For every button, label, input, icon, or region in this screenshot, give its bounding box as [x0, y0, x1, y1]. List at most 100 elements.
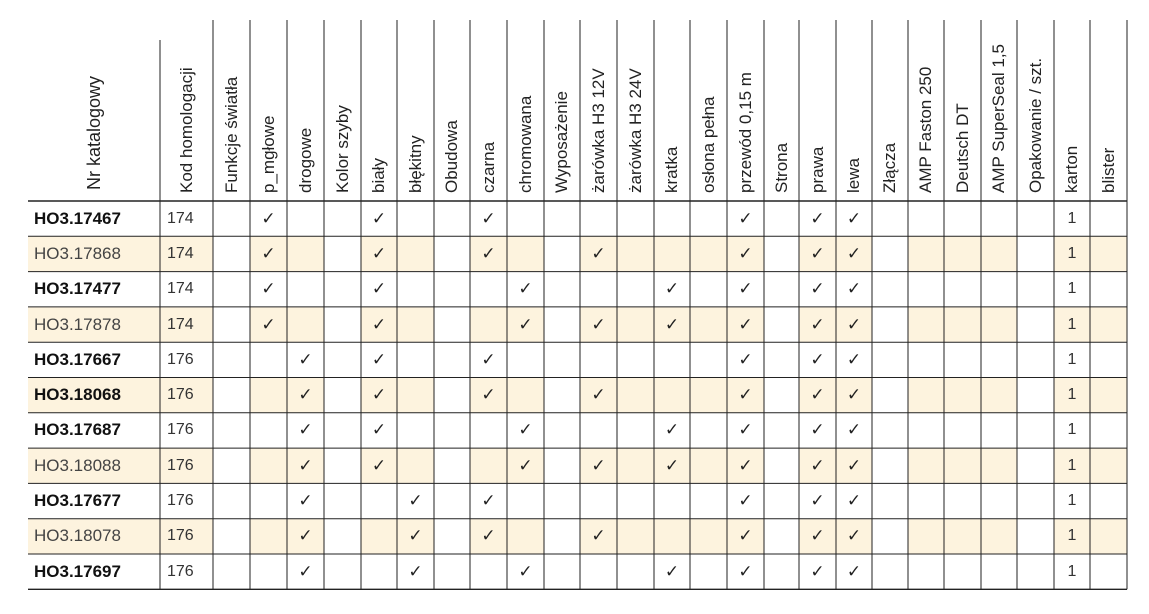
row-shade: [580, 377, 617, 413]
row-shade: [507, 306, 544, 343]
catalog-number: HO3.17697: [34, 561, 121, 581]
row-shade: [799, 448, 836, 484]
check-icon: ✓: [738, 208, 753, 229]
check-icon: ✓: [591, 526, 606, 547]
check-icon: ✓: [810, 561, 825, 582]
row-shade: [287, 306, 324, 343]
row-shade: [507, 518, 544, 554]
row-shade: [654, 518, 690, 554]
column-header-deutsch: Deutsch DT: [952, 103, 972, 193]
column-header-h3_24v: żarówka H3 24V: [625, 68, 645, 193]
row-shade: [287, 518, 324, 554]
check-icon: ✓: [591, 243, 606, 264]
check-icon: ✓: [481, 243, 496, 264]
check-icon: ✓: [846, 561, 862, 582]
column-header-kod: Kod homologacji: [176, 67, 196, 193]
blister-quantity: [1090, 554, 1127, 589]
row-shade: [1090, 306, 1127, 343]
row-shade: [397, 518, 434, 554]
blister-quantity: [1090, 378, 1127, 413]
column-header-bialy: biały: [369, 158, 388, 193]
catalog-number: HO3.18068: [34, 385, 121, 405]
check-icon: ✓: [408, 561, 423, 582]
row-shade: [287, 377, 324, 413]
catalog-number: HO3.17667: [34, 349, 121, 369]
column-header-strona: Strona: [771, 142, 791, 193]
check-icon: ✓: [738, 491, 753, 512]
karton-quantity: 1: [1067, 386, 1077, 404]
row-shade: [908, 377, 944, 413]
row-shade: [727, 306, 764, 343]
karton-quantity: 1: [1067, 527, 1077, 545]
row-shade: [944, 518, 981, 554]
column-header-kolor: Kolor szyby: [332, 105, 352, 193]
check-icon: ✓: [810, 420, 825, 441]
blister-quantity: [1090, 307, 1127, 342]
row-shade: [397, 377, 434, 413]
row-shade: [397, 236, 434, 272]
check-icon: ✓: [664, 455, 680, 476]
row-shade: [507, 377, 544, 413]
row-shade: [836, 448, 872, 484]
row-shade: [28, 236, 160, 272]
column-header-h3_12v: żarówka H3 12V: [588, 68, 608, 193]
blister-quantity: [1090, 519, 1127, 554]
homologation-code: 176: [167, 527, 194, 545]
check-icon: ✓: [810, 349, 825, 370]
homologation-code: 176: [167, 421, 194, 439]
check-icon: ✓: [481, 526, 496, 547]
row-shade: [580, 448, 617, 484]
check-icon: ✓: [298, 420, 313, 441]
check-icon: ✓: [481, 349, 496, 370]
row-shade: [617, 306, 654, 343]
row-shade: [160, 448, 213, 484]
catalog-number: HO3.17467: [34, 208, 121, 228]
check-icon: ✓: [738, 349, 753, 370]
row-shade: [654, 377, 690, 413]
check-icon: ✓: [810, 491, 825, 512]
row-shade: [981, 377, 1017, 413]
row-shade: [944, 236, 981, 272]
catalog-number: HO3.17677: [34, 491, 121, 511]
check-icon: ✓: [371, 243, 387, 264]
row-shade: [617, 518, 654, 554]
blister-quantity: [1090, 272, 1127, 307]
karton-quantity: 1: [1067, 244, 1077, 262]
row-shade: [580, 306, 617, 343]
check-icon: ✓: [408, 526, 423, 547]
check-icon: ✓: [846, 385, 862, 406]
column-header-wyposazenie: Wyposażenie: [552, 91, 571, 193]
check-icon: ✓: [298, 561, 313, 582]
check-icon: ✓: [810, 314, 825, 335]
check-icon: ✓: [298, 385, 313, 406]
check-icon: ✓: [298, 455, 313, 476]
check-icon: ✓: [371, 349, 387, 370]
check-icon: ✓: [371, 279, 387, 300]
row-shade: [1090, 518, 1127, 554]
row-shade: [654, 448, 690, 484]
check-icon: ✓: [846, 349, 862, 370]
row-shade: [944, 306, 981, 343]
row-shade: [1054, 448, 1090, 484]
row-shade: [690, 448, 727, 484]
row-shade: [28, 306, 160, 343]
check-icon: ✓: [371, 208, 387, 229]
check-icon: ✓: [261, 279, 276, 300]
check-icon: ✓: [591, 455, 606, 476]
karton-quantity: 1: [1067, 350, 1077, 368]
blister-quantity: [1090, 342, 1127, 377]
row-shade: [507, 448, 544, 484]
check-icon: ✓: [664, 314, 680, 335]
check-icon: ✓: [846, 208, 862, 229]
karton-quantity: 1: [1067, 562, 1077, 580]
check-icon: ✓: [738, 526, 753, 547]
homologation-code: 174: [167, 244, 194, 262]
check-icon: ✓: [481, 208, 496, 229]
check-icon: ✓: [518, 455, 533, 476]
row-shade: [160, 236, 213, 272]
column-header-p_mglowe: p_mgłowe: [258, 115, 278, 194]
catalog-number: HO3.18078: [34, 526, 121, 546]
catalog-number: HO3.17878: [34, 314, 121, 334]
check-icon: ✓: [261, 314, 276, 335]
check-icon: ✓: [846, 243, 862, 264]
